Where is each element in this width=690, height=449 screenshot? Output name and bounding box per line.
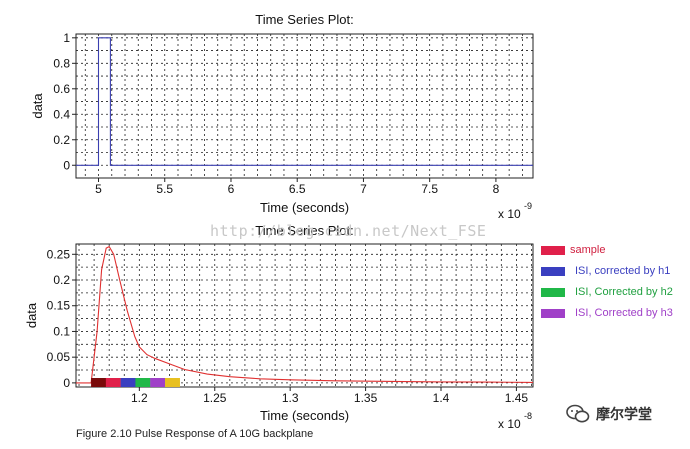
legend-label-h3: ISI, Corrected by h3 <box>575 307 673 319</box>
legend-item-sample: sample <box>541 244 689 265</box>
series-line <box>76 37 533 166</box>
legend-swatch-h2 <box>541 288 565 297</box>
x-tick-label: 1.4 <box>433 391 450 405</box>
legend-label-h1: ISI, corrected by h1 <box>575 265 671 277</box>
brand: 摩尔学堂 <box>566 404 652 424</box>
y-tick-label: 0 <box>63 376 70 390</box>
y-tick-label: 0.2 <box>53 133 70 147</box>
x-tick-label: 1.35 <box>354 391 378 405</box>
bottom-chart: 1.2 1.25 1.3 1.35 1.4 1.45 0 0.05 0.1 0.15 0.2 0.25… <box>24 223 534 431</box>
brand-name: 摩尔学堂 <box>596 407 652 423</box>
chart-title: Time Series Plot: <box>255 223 354 238</box>
y-tick-label: 0.1 <box>53 324 70 338</box>
legend-item-h3: ISI, Corrected by h3 <box>541 307 689 328</box>
series-line <box>76 245 534 384</box>
sample-marker <box>164 378 180 387</box>
x-tick-label: 1.25 <box>203 391 227 405</box>
y-tick-label: 0.15 <box>47 299 71 313</box>
x-multiplier: x 10 <box>498 207 521 221</box>
x-axis-label: Time (seconds) <box>260 408 349 423</box>
x-tick-label: 7.5 <box>421 182 438 196</box>
top-chart: 5 5.5 6 6.5 7 7.5 8 0 0.2 0.4 0.6 0.8 1 Time Series P… <box>30 12 534 221</box>
legend-swatch-h3 <box>541 309 565 318</box>
x-tick-label: 8 <box>493 182 500 196</box>
figure-caption: Figure 2.10 Pulse Response of A 10G back… <box>76 428 314 440</box>
y-axis-label: data <box>24 302 39 328</box>
y-tick-label: 0 <box>63 158 70 172</box>
watermark-text: http://blog.csdn.net/Next_FSE <box>210 222 487 240</box>
legend: sample ISI, corrected by h1 ISI, Correct… <box>541 244 689 328</box>
x-tick-label: 1.45 <box>505 391 529 405</box>
sample-marker <box>105 378 121 387</box>
x-axis-label: Time (seconds) <box>260 200 349 215</box>
sample-marker <box>91 378 107 387</box>
legend-item-h1: ISI, corrected by h1 <box>541 265 689 286</box>
x-tick-label: 1.3 <box>282 391 299 405</box>
legend-label-h2: ISI, Corrected by h2 <box>575 286 673 298</box>
x-multiplier: x 10 <box>498 417 521 431</box>
x-multiplier-exponent: -9 <box>524 201 532 211</box>
plot-area <box>75 33 534 179</box>
y-tick-label: 0.25 <box>47 247 71 261</box>
sample-marker <box>120 378 136 387</box>
y-tick-label: 0.8 <box>53 56 70 70</box>
legend-swatch-h1 <box>541 267 565 276</box>
legend-item-h2: ISI, Corrected by h2 <box>541 286 689 307</box>
x-multiplier-exponent: -8 <box>524 411 532 421</box>
legend-label-sample: sample <box>570 244 606 256</box>
chart-title: Time Series Plot: <box>255 12 354 27</box>
legend-swatch-sample <box>541 246 565 255</box>
x-tick-label: 6.5 <box>289 182 306 196</box>
plot-area <box>75 243 534 388</box>
x-tick-label: 6 <box>228 182 235 196</box>
x-tick-label: 5.5 <box>156 182 173 196</box>
y-tick-label: 0.4 <box>53 107 70 121</box>
x-tick-label: 7 <box>360 182 367 196</box>
sample-marker <box>150 378 166 387</box>
y-tick-label: 0.05 <box>47 350 71 364</box>
wechat-icon <box>566 404 590 423</box>
y-tick-label: 1 <box>63 31 70 45</box>
sample-marker <box>135 378 151 387</box>
y-axis-label: data <box>30 93 45 119</box>
x-tick-label: 1.2 <box>131 391 148 405</box>
x-tick-label: 5 <box>95 182 102 196</box>
y-tick-label: 0.6 <box>53 82 70 96</box>
y-tick-label: 0.2 <box>53 273 70 287</box>
